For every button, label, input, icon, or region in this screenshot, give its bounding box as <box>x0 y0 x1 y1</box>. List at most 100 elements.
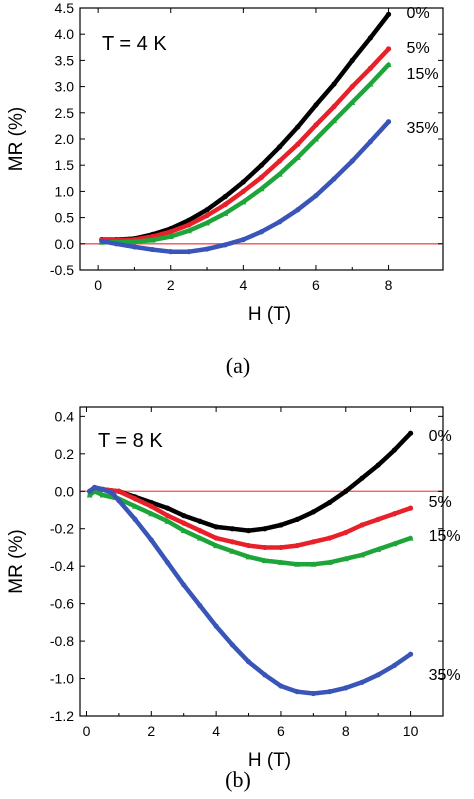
x-tick-label: 0 <box>94 277 102 293</box>
series-point <box>262 526 268 532</box>
series-point <box>204 207 210 213</box>
series-point <box>213 524 219 530</box>
series-point <box>349 99 356 105</box>
series-point <box>326 499 333 506</box>
y-tick-label: 4.5 <box>55 0 75 16</box>
series-label: 5% <box>407 40 430 57</box>
series-point <box>367 139 373 145</box>
series-point <box>148 503 154 509</box>
series-point <box>132 516 138 522</box>
series-point <box>295 124 301 130</box>
series-line-35pct <box>99 119 391 254</box>
series-point <box>343 529 349 536</box>
series-point <box>278 544 284 551</box>
y-axis-label: MR (%) <box>6 107 27 171</box>
series-point <box>310 690 316 697</box>
series-point <box>204 212 210 219</box>
y-tick-label: 0.4 <box>55 408 75 424</box>
y-tick-label: 3.0 <box>55 79 75 95</box>
series-point <box>294 516 300 522</box>
y-tick-label: -1.0 <box>50 671 74 687</box>
x-tick-label: 8 <box>342 723 350 739</box>
series-point <box>343 488 349 494</box>
y-tick-label: 3.5 <box>55 52 75 68</box>
series-point <box>258 174 265 180</box>
series-point <box>164 518 171 524</box>
series-point <box>278 522 284 528</box>
series-point <box>331 81 337 87</box>
series-point <box>240 198 247 205</box>
series-point <box>132 496 138 502</box>
y-tick-label: -0.4 <box>50 558 74 574</box>
series-point <box>276 171 283 177</box>
series-point <box>213 535 219 541</box>
series-point <box>312 136 319 142</box>
series-point <box>375 546 382 552</box>
series-point <box>164 513 171 519</box>
y-tick-label: 1.5 <box>55 157 75 173</box>
series-point <box>294 689 300 695</box>
series-point <box>391 540 398 547</box>
series-point <box>109 490 116 496</box>
series-point <box>407 535 414 541</box>
series-point <box>359 475 365 481</box>
series-point <box>240 237 246 243</box>
series-point <box>164 559 171 566</box>
series-label: 0% <box>429 428 452 445</box>
x-tick-label: 6 <box>312 277 320 293</box>
series-point <box>197 518 203 524</box>
series-point <box>367 80 374 87</box>
series-point <box>204 219 211 226</box>
series-point <box>262 672 268 678</box>
series-point <box>245 553 252 560</box>
series-point <box>326 535 333 541</box>
x-tick-label: 4 <box>239 277 247 293</box>
y-tick-label: -0.5 <box>50 262 74 278</box>
y-tick-label: -0.2 <box>50 521 74 537</box>
series-point <box>164 505 171 511</box>
series-point <box>349 84 355 90</box>
series-point <box>113 241 119 247</box>
series-point <box>385 61 392 68</box>
panel-label: (b) <box>225 767 251 792</box>
series-label: 15% <box>429 528 461 545</box>
series-point <box>331 117 338 124</box>
series-point <box>331 176 337 182</box>
panel-a: 0 2 4 6 8 -0.5 0.0 0.5 1.0 1.5 2.0 2.5 3.0 3.5 4.0 4.5 M… <box>6 0 444 378</box>
series-point <box>407 651 414 657</box>
series-point <box>185 227 192 234</box>
series-point <box>148 510 155 517</box>
series-label: 15% <box>407 66 439 83</box>
series-point <box>326 559 333 565</box>
series-point <box>391 447 397 453</box>
series-point <box>229 526 235 532</box>
series-point <box>168 249 174 255</box>
series-point <box>385 119 392 125</box>
y-axis-label: MR (%) <box>6 529 27 593</box>
series-point <box>258 162 265 168</box>
series-point <box>229 539 235 545</box>
series-point <box>222 210 229 216</box>
plot-frame <box>79 406 444 717</box>
x-tick-label: 4 <box>212 723 220 739</box>
series-point <box>331 103 337 110</box>
series-point <box>131 238 138 245</box>
series-point <box>245 542 252 549</box>
series-point <box>150 246 156 253</box>
series-point <box>116 498 122 504</box>
y-tick-label: 0.2 <box>55 446 75 462</box>
series-point <box>326 689 333 695</box>
series-point <box>294 542 300 549</box>
temperature-annotation: T = 8 K <box>98 430 163 452</box>
x-tick-label: 2 <box>147 723 155 739</box>
series-point <box>367 65 373 71</box>
y-tick-label: 0.0 <box>55 236 75 252</box>
series-label: 35% <box>429 667 461 684</box>
series-line-15pct <box>87 489 413 567</box>
y-tick-label: 1.0 <box>55 183 75 199</box>
series-point <box>278 683 284 689</box>
y-tick-label: 4.0 <box>55 26 75 42</box>
series-point <box>245 528 252 534</box>
series-point <box>385 11 392 17</box>
series-point <box>295 141 301 147</box>
